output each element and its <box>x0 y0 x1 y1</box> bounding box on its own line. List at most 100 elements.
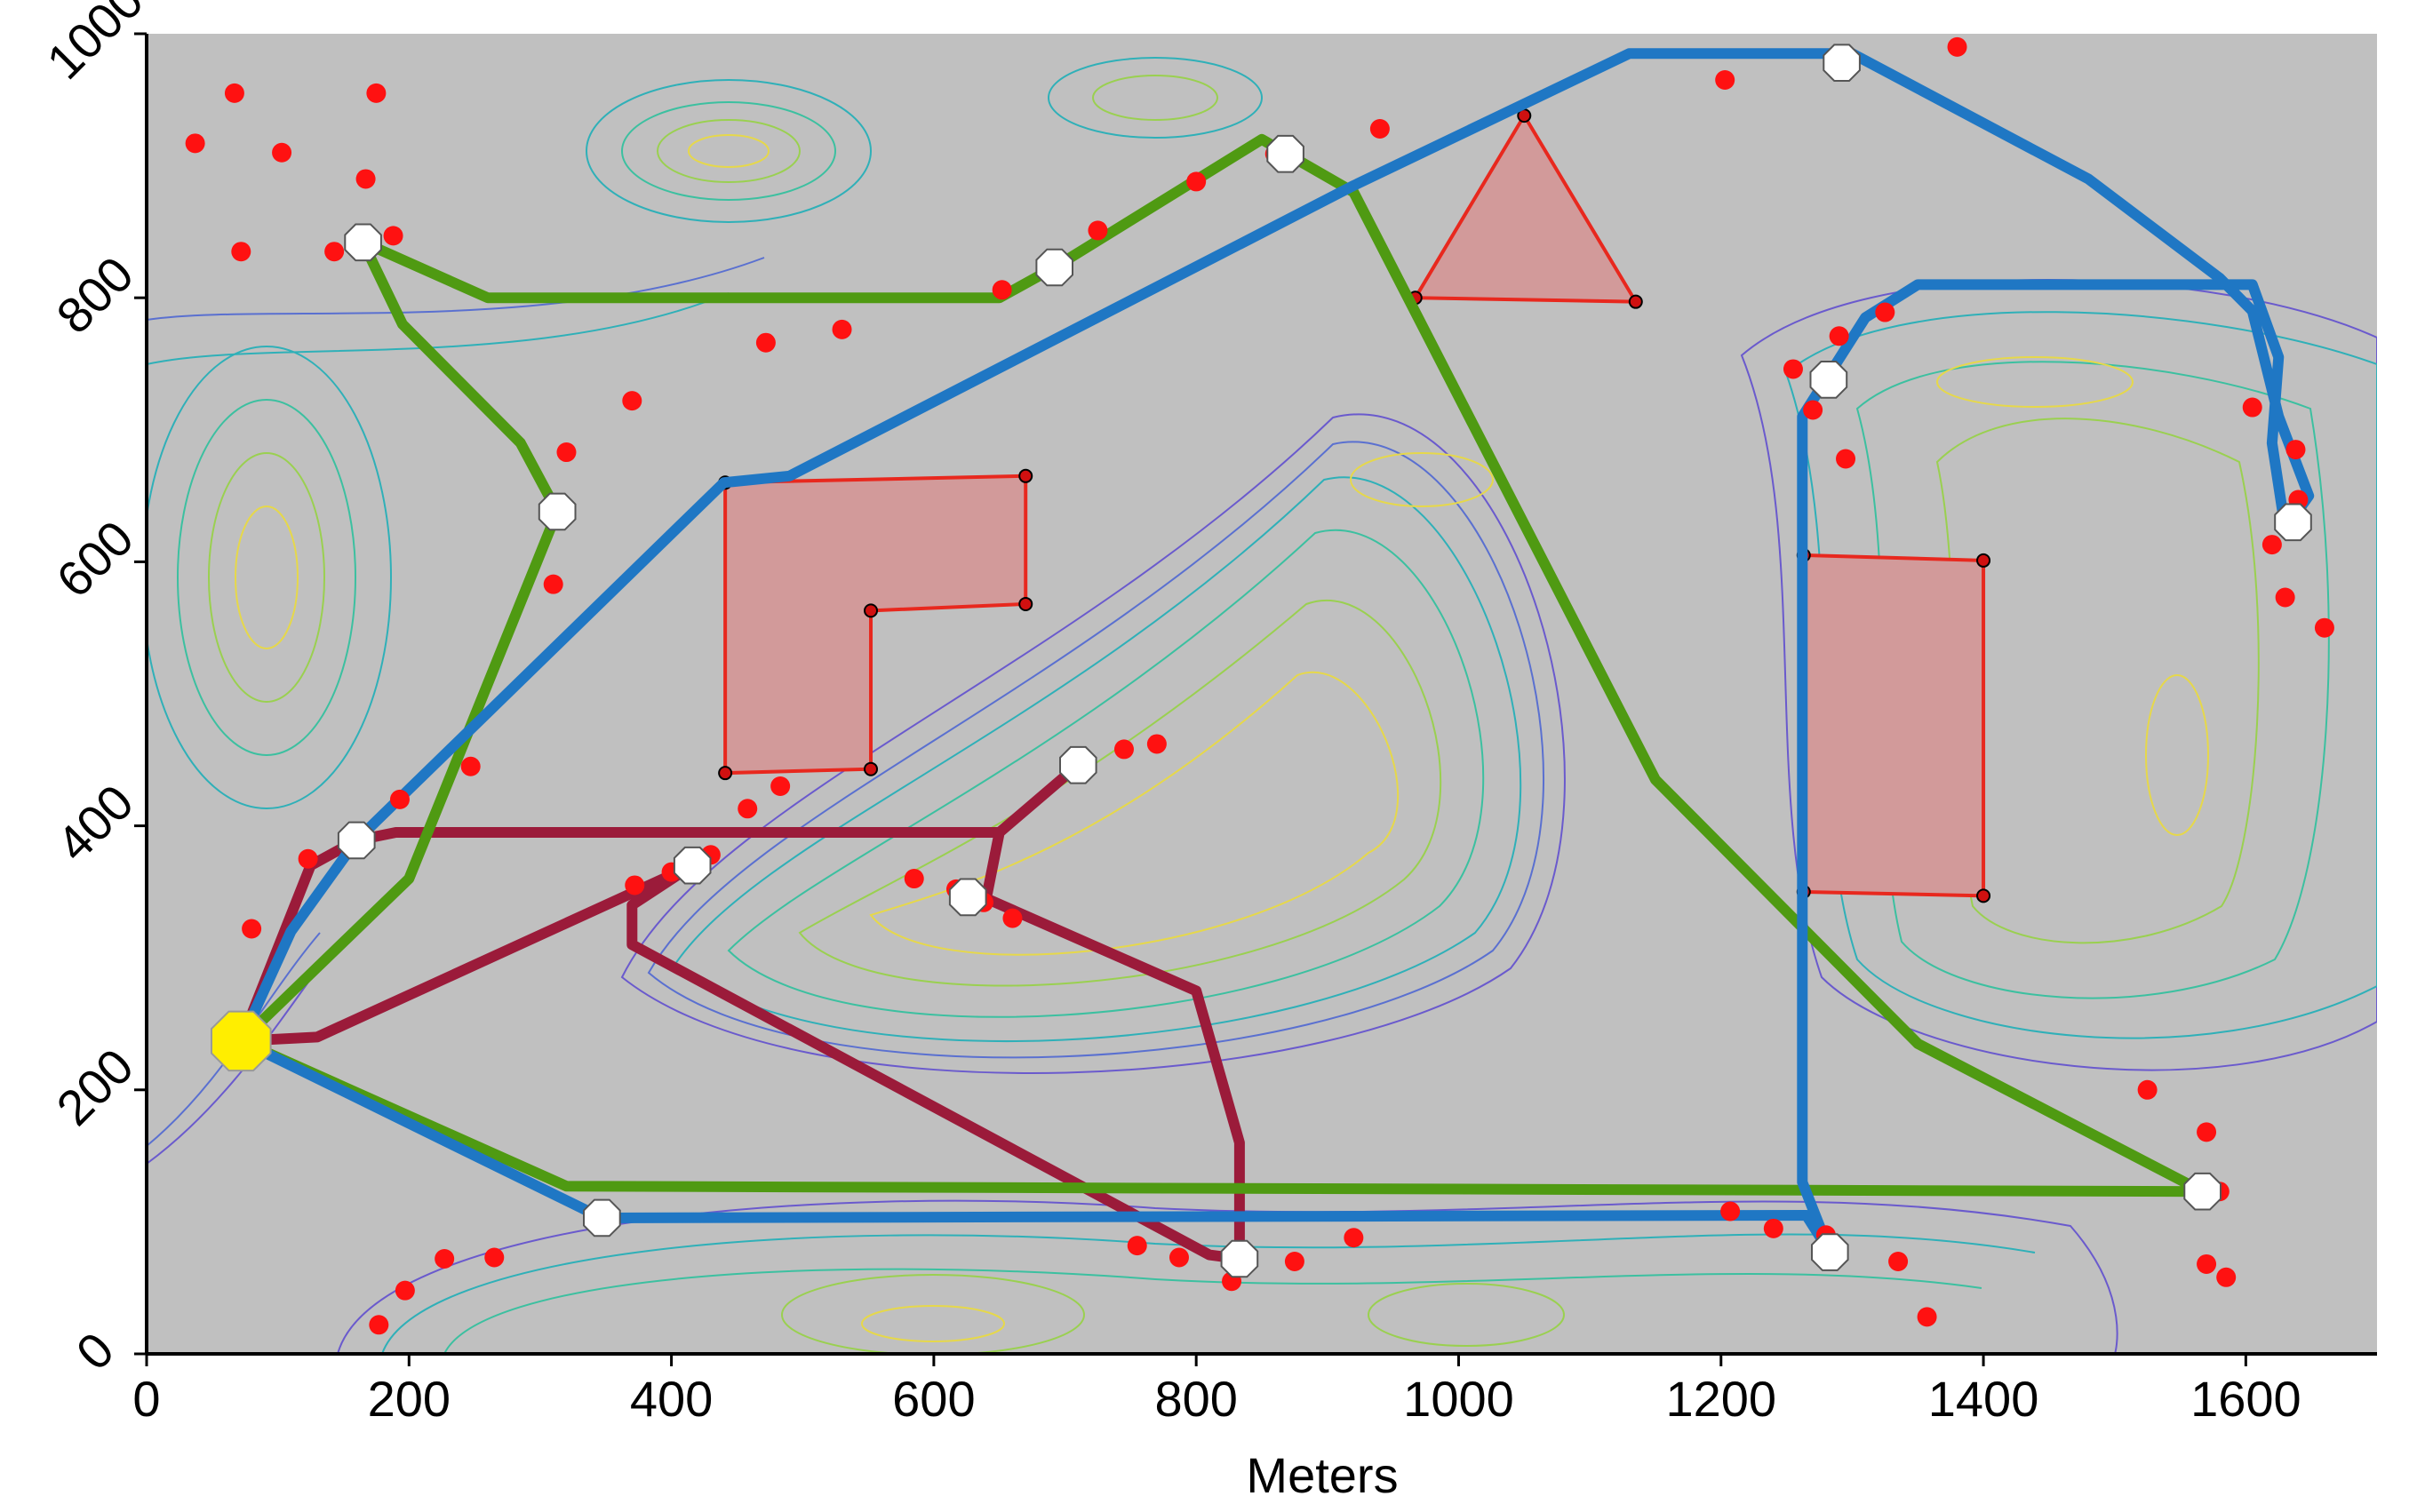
route-maroon <box>235 760 1245 1265</box>
target-point <box>1127 1236 1147 1256</box>
target-point <box>1763 1218 1783 1238</box>
target-point <box>185 133 205 154</box>
waypoint-13 <box>948 878 987 917</box>
waypoint-5 <box>1266 134 1304 173</box>
target-point <box>1186 171 1207 192</box>
target-point <box>1875 302 1895 322</box>
waypoint-1 <box>538 492 577 531</box>
x-tick-label: 1000 <box>1403 1371 1514 1427</box>
obstacles-layer <box>718 108 1991 903</box>
x-tick-label: 600 <box>892 1371 975 1427</box>
target-point <box>395 1280 415 1301</box>
depot-layer <box>211 1010 272 1072</box>
waypoint-12 <box>673 846 712 885</box>
target-point <box>1803 400 1823 420</box>
target-point <box>2275 587 2295 608</box>
obstacle-vertex <box>1018 468 1033 483</box>
target-point <box>1888 1251 1909 1271</box>
x-tick-label: 200 <box>368 1371 451 1427</box>
route-green <box>235 133 2208 1198</box>
target-point <box>755 332 776 353</box>
target-point <box>355 169 376 189</box>
y-tick-label: 1000 <box>36 0 154 90</box>
target-point <box>324 242 345 262</box>
target-point <box>1169 1247 1189 1268</box>
target-point <box>904 869 924 889</box>
waypoint-2 <box>337 821 376 860</box>
target-point <box>1344 1228 1364 1248</box>
target-point <box>231 242 251 262</box>
x-tick-label: 800 <box>1154 1371 1237 1427</box>
target-point <box>625 875 645 895</box>
target-point <box>2197 1253 2217 1274</box>
obstacle-2 <box>1801 553 1986 898</box>
obstacle-vertex <box>1018 596 1033 611</box>
target-point <box>1720 1201 1741 1222</box>
target-point <box>1947 36 1967 57</box>
target-point <box>272 142 292 163</box>
target-point <box>2216 1267 2237 1287</box>
waypoint-10 <box>1811 1233 1849 1271</box>
target-point <box>1829 326 1849 346</box>
plot-background <box>147 34 2377 1354</box>
waypoint-6 <box>1823 44 1861 82</box>
target-point <box>1917 1307 1937 1327</box>
target-point <box>460 756 481 776</box>
x-tick-label: 400 <box>630 1371 713 1427</box>
y-tick-label: 0 <box>65 1321 124 1381</box>
waypoint-3 <box>583 1198 621 1237</box>
y-axis-ticks: 0 200 400 600 800 1000 <box>36 0 154 1381</box>
y-tick-label: 200 <box>45 1038 144 1136</box>
target-point <box>2137 1079 2158 1100</box>
target-point <box>1113 739 1134 760</box>
waypoint-9 <box>2183 1172 2222 1211</box>
x-tick-label: 1400 <box>1928 1371 2039 1427</box>
target-point <box>298 848 318 869</box>
y-tick-label: 600 <box>45 510 144 609</box>
obstacle-vertex <box>1976 553 1991 568</box>
x-tick-label: 1600 <box>2190 1371 2301 1427</box>
target-point <box>543 574 563 594</box>
target-point <box>832 319 852 339</box>
target-point <box>1369 118 1390 139</box>
target-point <box>1146 734 1167 754</box>
y-tick-label: 800 <box>45 246 144 345</box>
target-point <box>556 442 577 463</box>
obstacle-vertex <box>864 761 879 776</box>
target-point <box>2261 535 2282 555</box>
depot-marker <box>211 1010 272 1072</box>
target-point <box>770 776 791 797</box>
obstacle-vertex <box>718 766 733 781</box>
x-tick-label: 1200 <box>1665 1371 1776 1427</box>
target-point <box>622 391 642 411</box>
target-point <box>383 226 403 246</box>
x-axis-title: Meters <box>1246 1447 1398 1503</box>
target-point <box>1002 908 1023 928</box>
target-point <box>2314 617 2334 638</box>
waypoint-14 <box>1059 745 1097 784</box>
target-point <box>992 280 1012 300</box>
x-axis-ticks: 0 200 400 600 800 1000 1200 1400 1600 <box>132 1354 2301 1427</box>
target-point <box>389 789 410 809</box>
target-point <box>224 83 244 103</box>
obstacle-1 <box>1412 112 1639 304</box>
target-point <box>2242 397 2262 418</box>
target-point <box>484 1247 505 1268</box>
waypoints-layer <box>337 44 2312 1278</box>
target-point <box>1836 449 1856 469</box>
target-point <box>242 919 262 939</box>
target-point <box>1715 70 1735 91</box>
obstacle-vertex <box>1628 294 1643 309</box>
target-point <box>2285 440 2306 460</box>
x-tick-label: 0 <box>132 1371 160 1427</box>
target-point <box>1783 359 1803 379</box>
waypoint-8 <box>2274 503 2312 542</box>
target-point <box>2197 1122 2217 1142</box>
waypoint-11 <box>1220 1239 1259 1278</box>
target-point <box>435 1249 455 1269</box>
obstacle-vertex <box>864 603 879 618</box>
waypoint-0 <box>344 223 382 262</box>
target-point <box>1284 1251 1304 1271</box>
target-point <box>366 83 387 103</box>
